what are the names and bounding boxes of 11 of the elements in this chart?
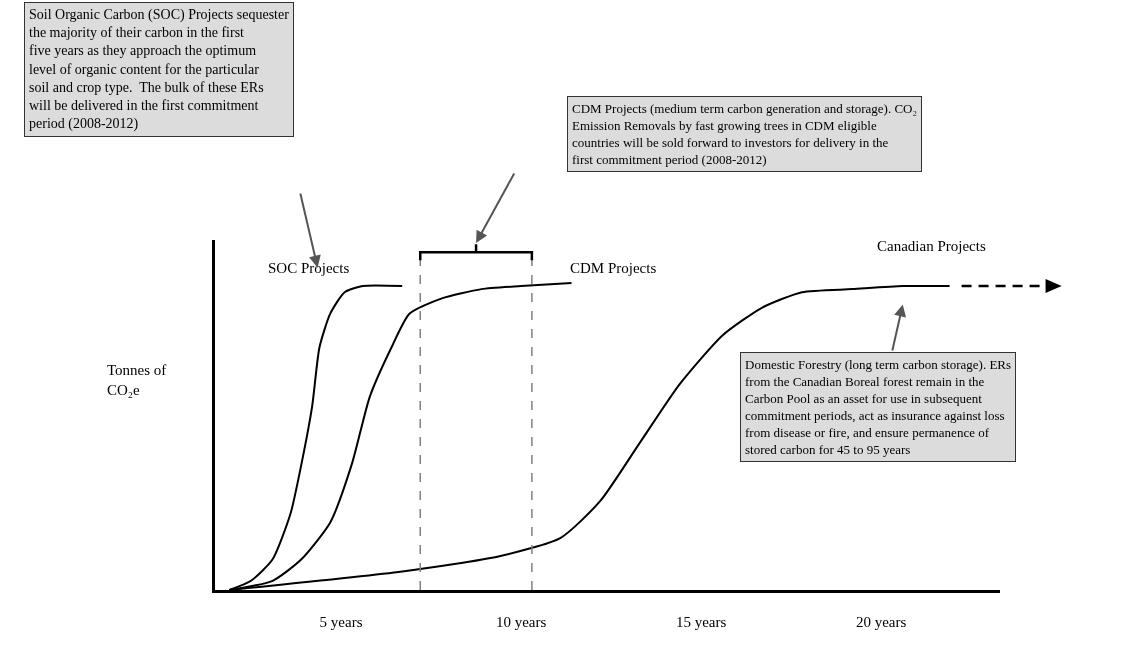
x-tick-label: 5 years xyxy=(319,614,363,630)
annotation: Domestic Forestry (long term carbon storage). ERs from the Canadian Boreal forest remain in the Carbon Pool as an asset for use in subsequent commitment periods, act as insurance against loss from disease or fire, and ensure permanence of stored carbon for 45 to 95 years xyxy=(745,357,1012,457)
text: Soil Organic Carbon (SOC) Projects sequester the majority of their carbon in the first five years as they approach the optimum level of organic content for the particular soil and crop type. The bulk of these ERs will be delivered in the first commitment period (2008-2012) xyxy=(29,7,290,133)
x-tick-label: 20 years xyxy=(855,614,907,630)
text: Canadian Projects xyxy=(877,238,986,254)
series-label: CDM Projects xyxy=(570,260,657,276)
y-axis-title: Tonnes of CO₂e xyxy=(107,362,167,398)
series-label: SOC Projects xyxy=(268,260,350,276)
x-tick-label: 10 years xyxy=(495,614,547,630)
text: CDM Projects (medium term carbon generation and storage). CO₂ Emission Removals by fast growing trees in CDM eligible countries will be sold forward to investors for delivery in the first commitment period (2008-2012) xyxy=(572,101,917,167)
x-tick-label: 15 years xyxy=(675,614,727,630)
